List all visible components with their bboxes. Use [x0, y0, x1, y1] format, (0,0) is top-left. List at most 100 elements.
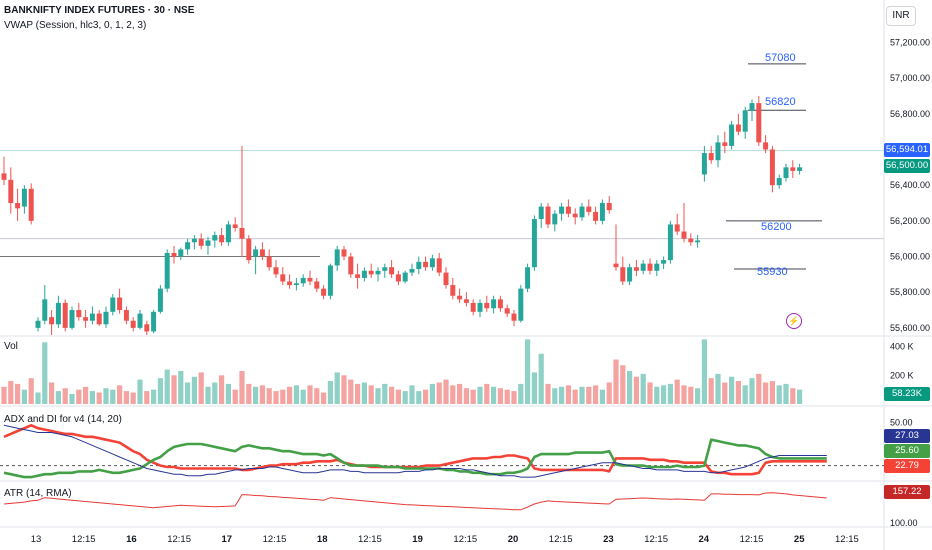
- volume-bar: [790, 388, 796, 404]
- level-label-56200: 56200: [761, 221, 792, 233]
- candle-body: [402, 272, 408, 282]
- time-axis-label: 12:15: [72, 534, 96, 545]
- candle-body: [688, 238, 694, 243]
- candle-body: [89, 313, 95, 321]
- volume-bar: [627, 371, 633, 404]
- volume-bar: [198, 372, 204, 404]
- price-tick-label: 55,800.00: [890, 287, 930, 297]
- candle-body: [198, 238, 204, 246]
- candle-body: [477, 302, 483, 312]
- flash-icon[interactable]: ⚡: [786, 313, 802, 329]
- candle-body: [525, 267, 531, 289]
- symbol-title[interactable]: BANKNIFTY INDEX FUTURES · 30 · NSE: [4, 5, 195, 16]
- candle-body: [552, 213, 558, 225]
- candle-body: [76, 310, 82, 318]
- candle-body: [491, 299, 497, 309]
- candle-body: [620, 267, 626, 282]
- time-axis-label: 12:15: [263, 534, 287, 545]
- candle-body: [463, 299, 469, 303]
- volume-bar: [205, 386, 211, 404]
- volume-bar: [130, 392, 136, 404]
- candle-body: [640, 263, 646, 271]
- volume-bar: [8, 381, 14, 404]
- level-label-55930: 55930: [757, 266, 788, 278]
- candle-body: [212, 235, 218, 241]
- candle-body: [164, 252, 170, 289]
- candle-body: [178, 249, 184, 257]
- candle-body: [667, 224, 673, 261]
- volume-bar: [178, 371, 184, 404]
- time-axis-label: 12:15: [644, 534, 668, 545]
- atr-badge: 157.22: [884, 485, 930, 499]
- candle-body: [409, 269, 415, 273]
- volume-bar: [110, 389, 116, 404]
- adx-line: [3, 424, 827, 478]
- candle-body: [735, 124, 741, 132]
- candle-body: [545, 206, 551, 225]
- candle-body: [314, 281, 320, 289]
- candle-body: [348, 256, 354, 275]
- volume-bar: [797, 389, 803, 404]
- di-minus-badge: 22.79: [884, 459, 930, 473]
- atr-line: [3, 492, 827, 511]
- candle-body: [21, 188, 27, 207]
- candle-body: [253, 249, 259, 257]
- volume-bar: [423, 389, 429, 404]
- candle-body: [191, 238, 197, 243]
- candle-body: [769, 149, 775, 186]
- atr-legend[interactable]: ATR (14, RMA): [4, 488, 72, 499]
- volume-bar: [749, 378, 755, 404]
- candle-body: [389, 267, 395, 275]
- candle-body: [355, 274, 361, 278]
- volume-bar: [606, 382, 612, 404]
- volume-bar: [389, 386, 395, 404]
- volume-bar: [42, 342, 48, 404]
- candle-body: [144, 324, 150, 332]
- volume-bar: [185, 382, 191, 404]
- volume-bar: [769, 381, 775, 404]
- candle-body: [647, 263, 653, 271]
- candle-body: [593, 211, 599, 221]
- candle-body: [259, 249, 265, 257]
- adx-legend[interactable]: ADX and DI for v4 (14, 20): [4, 414, 122, 425]
- volume-bar: [715, 373, 721, 404]
- candle-body: [239, 227, 245, 239]
- volume-bar: [232, 389, 238, 404]
- volume-legend[interactable]: Vol: [4, 341, 18, 352]
- volume-bar: [484, 383, 490, 404]
- volume-bar: [35, 392, 41, 404]
- candle-body: [661, 260, 667, 264]
- volume-bar: [545, 383, 551, 404]
- candle-body: [96, 313, 102, 325]
- volume-bar: [191, 376, 197, 404]
- candle-body: [185, 242, 191, 250]
- candle-body: [280, 274, 286, 282]
- volume-bar: [1, 386, 7, 404]
- candle-body: [416, 261, 422, 270]
- price-tick-label: 55,600.00: [890, 323, 930, 333]
- volume-bar: [783, 383, 789, 404]
- volume-bar: [83, 386, 89, 404]
- volume-bar: [688, 386, 694, 404]
- volume-bar: [538, 353, 544, 404]
- candle-body: [457, 295, 463, 300]
- candle-body: [674, 224, 680, 232]
- candle-body: [429, 258, 435, 268]
- vwap-legend[interactable]: VWAP (Session, hlc3, 0, 1, 2, 3): [4, 20, 147, 31]
- volume-bar: [681, 385, 687, 404]
- currency-button[interactable]: INR: [886, 6, 916, 26]
- volume-bar: [137, 379, 143, 404]
- volume-bar: [395, 389, 401, 404]
- candle-body: [55, 302, 61, 325]
- candle-body: [559, 206, 565, 214]
- volume-bar: [756, 373, 762, 404]
- candle-body: [423, 261, 429, 268]
- volume-bar: [593, 385, 599, 404]
- price-tick-label: 57,200.00: [890, 37, 930, 47]
- volume-bar: [729, 376, 735, 404]
- candle-body: [15, 203, 21, 209]
- volume-bar: [355, 383, 361, 404]
- candle-body: [375, 270, 381, 275]
